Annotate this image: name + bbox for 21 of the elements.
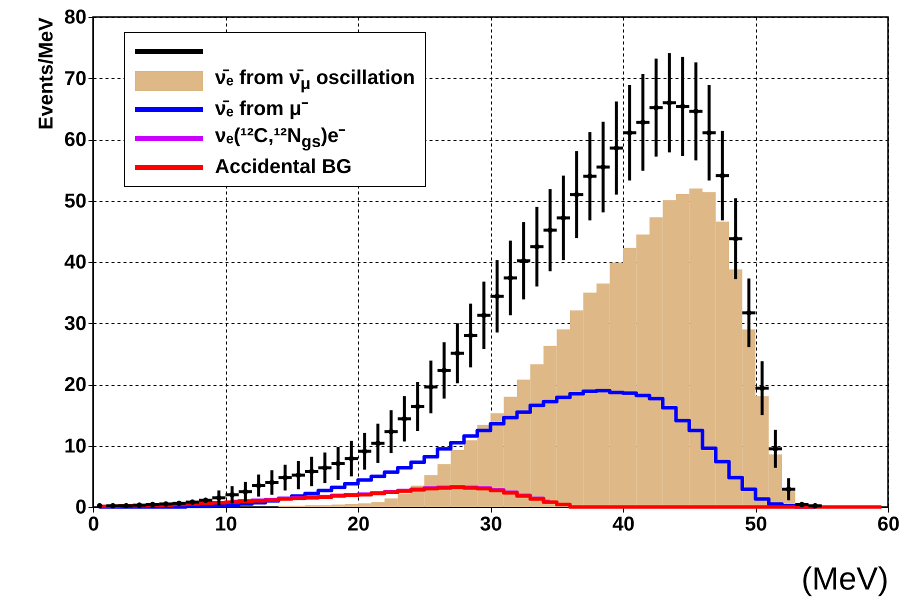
- x-axis-title: (MeV): [801, 560, 888, 596]
- y-tick-label: 80: [64, 6, 86, 28]
- legend-label: ν̄ₑ from μ⁻: [215, 97, 308, 122]
- x-tick-label: 10: [214, 514, 238, 536]
- y-tick-label: 70: [64, 68, 86, 90]
- y-tick-label: 10: [64, 435, 86, 458]
- x-tick-label: 30: [480, 514, 502, 536]
- x-tick-label: 40: [612, 514, 635, 536]
- x-tick-label: 60: [877, 514, 900, 536]
- legend-label: Accidental BG: [215, 155, 352, 180]
- x-tick-label: 20: [347, 514, 370, 536]
- y-tick-label: 0: [75, 496, 86, 518]
- y-tick-label: 30: [64, 312, 86, 335]
- y-tick-label: 40: [64, 252, 86, 274]
- y-tick-label: 20: [64, 374, 86, 396]
- x-tick-label: 50: [744, 514, 768, 536]
- legend-label: ν̄ₑ from ν̄$_{μ}$ oscillation: [215, 66, 415, 94]
- legend-label: νₑ(¹²C,¹²N$_{gs}$)e⁻: [215, 124, 346, 152]
- y-tick-label: 60: [64, 129, 86, 151]
- y-tick-label: 50: [64, 190, 86, 212]
- y-axis-title: Events/MeV: [35, 16, 58, 130]
